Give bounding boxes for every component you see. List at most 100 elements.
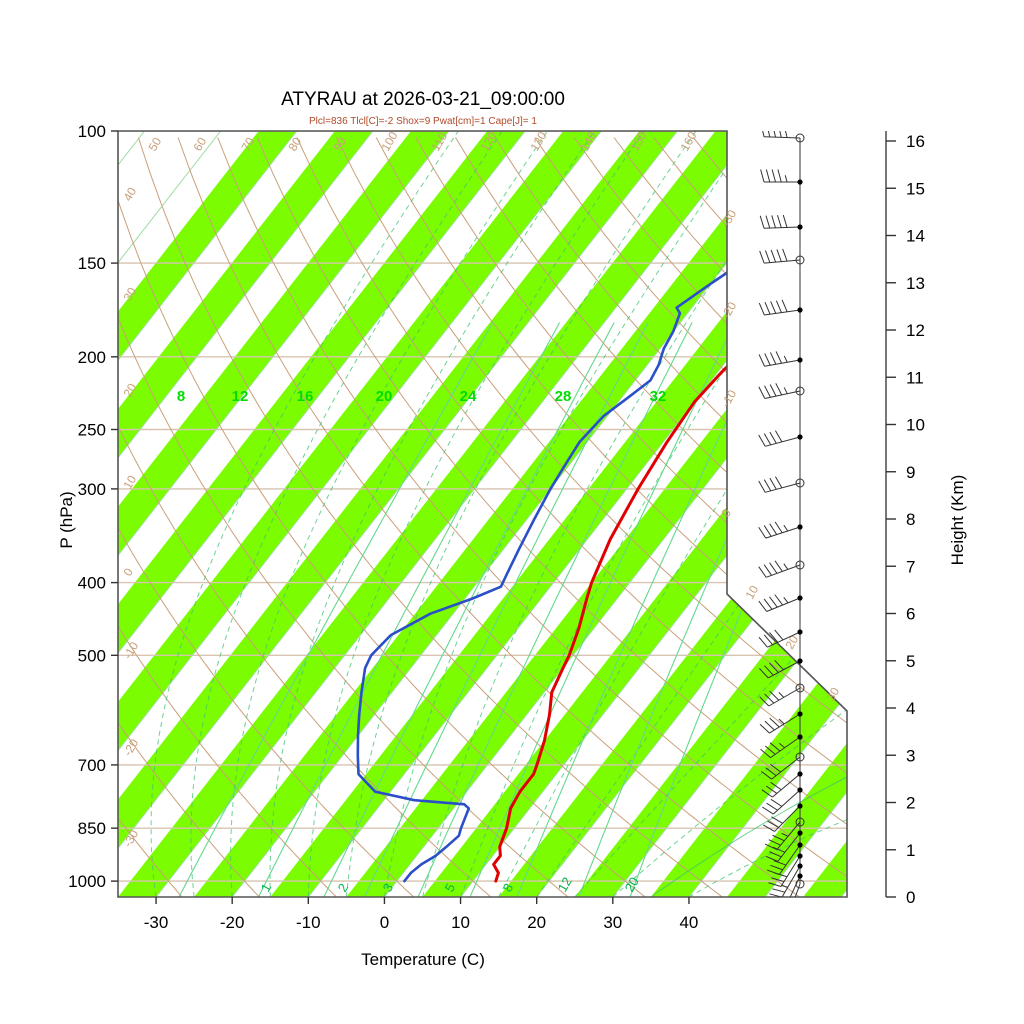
barb-flag: [763, 824, 775, 832]
barb-flag: [771, 877, 785, 883]
barb-marker-dot: [797, 224, 803, 230]
adiabatLabelsRight-label: 10: [742, 583, 761, 602]
isotherm-value-labels: 8 12 16 20 24 28 32: [177, 388, 667, 405]
barb-marker-dot: [797, 434, 803, 440]
isotherm-line: [118, 131, 374, 897]
barb-flag: [769, 893, 783, 897]
barb-marker-dot: [797, 658, 803, 664]
barb-flag: [771, 215, 777, 229]
barb-shaft: [778, 844, 801, 875]
wind-barb: [758, 351, 803, 367]
pressure-tick-label: 1000: [68, 872, 106, 891]
wind-barb: [759, 248, 805, 265]
isotherm-line: [688, 131, 847, 897]
barb-shaft: [777, 832, 801, 862]
barb-flag: [758, 434, 766, 447]
shade-band: [574, 131, 847, 897]
moist-adiabat-line: [230, 131, 548, 897]
barb-marker-dot: [797, 853, 803, 859]
adiabatLabelsLeft-label: 30: [120, 285, 139, 304]
barb-flag: [769, 562, 778, 574]
barb-flag: [765, 785, 778, 794]
temperature-tick-label: 40: [679, 913, 698, 932]
dry-adiabat-line: [118, 137, 569, 897]
barb-flag: [764, 665, 774, 676]
moist-adiabat-line: [307, 131, 645, 897]
barb-shaft: [765, 482, 801, 493]
barb-flag: [770, 763, 782, 773]
barb-flag: [768, 839, 781, 846]
temperature-profile-line: [492, 145, 847, 883]
barb-flag: [777, 169, 782, 183]
barb-flag: [762, 806, 774, 815]
isobar-gridlines: [118, 131, 847, 882]
wind-barb: [761, 771, 803, 798]
barb-flag: [760, 770, 772, 780]
barb-flag: [766, 802, 778, 811]
temperature-tick-label: -10: [296, 913, 321, 932]
barb-shaft: [794, 883, 801, 897]
barb-flag: [769, 851, 782, 858]
height-tick-label: 8: [906, 510, 915, 529]
barb-flag: [775, 351, 783, 364]
page-title: ATYRAU at 2026-03-21_09:00:00: [281, 89, 565, 110]
isoLabels-label: 24: [460, 388, 477, 405]
shade-band: [118, 131, 297, 897]
barb-flag: [763, 634, 773, 646]
wind-barb: [769, 863, 803, 897]
shade-band: [118, 131, 526, 897]
height-tick-label: 12: [906, 321, 925, 340]
barb-flag: [769, 742, 781, 752]
isoLabels-label: 8: [177, 388, 185, 405]
isotherm-line: [118, 131, 602, 897]
temperature-axis-ticks: -30 -20 -10 0 10 20 30 40: [144, 897, 698, 932]
adiabatLabelsRight-label: 20: [782, 633, 801, 652]
barb-flag: [767, 820, 779, 828]
barb-flag: [774, 629, 784, 641]
barb-flag: [758, 636, 768, 648]
dry-adiabat-line: [118, 137, 492, 897]
pressure-axis-ticks: 100 150 200 250 300 400 500 700 850 1000: [68, 122, 118, 891]
barb-flag: [774, 521, 783, 534]
barb-flag: [769, 352, 777, 365]
barb-flag: [780, 884, 788, 888]
barb-flag: [774, 659, 784, 671]
adiabatLabelsLeft-label: 40: [120, 185, 139, 204]
barb-flag: [783, 563, 789, 570]
barb-shaft: [770, 736, 801, 759]
dry-adiabat-line: [118, 137, 183, 897]
barb-flag: [772, 834, 785, 842]
barb-flag: [783, 596, 789, 604]
barb-shaft: [768, 687, 801, 707]
temperature-axis-label: Temperature (C): [361, 950, 485, 969]
barb-flag: [783, 355, 788, 363]
mixing-ratio-line: [363, 322, 649, 897]
wind-barb: [760, 169, 803, 185]
barb-marker-dot: [797, 863, 803, 869]
barb-marker-dot: [797, 357, 803, 363]
barb-flag: [770, 781, 782, 791]
barb-flag: [758, 386, 766, 399]
barb-shaft: [789, 875, 801, 897]
barb-shaft: [772, 773, 801, 798]
barb-flag: [771, 816, 783, 824]
adiabatLabelsTop-label: 60: [190, 135, 209, 154]
barb-flag: [764, 302, 771, 315]
wind-barb: [758, 594, 803, 612]
barb-flag: [781, 832, 789, 837]
height-tick-label: 6: [906, 605, 915, 624]
barb-flag: [778, 742, 785, 749]
dry-adiabat-line: [137, 137, 723, 897]
barb-flag: [758, 566, 767, 578]
height-tick-label: 13: [906, 274, 925, 293]
barb-shaft: [764, 259, 801, 264]
height-tick-label: 9: [906, 463, 915, 482]
wind-barb-column: [758, 131, 805, 897]
height-tick-label: 14: [906, 227, 925, 246]
barb-flag: [765, 169, 771, 183]
barb-flag: [782, 248, 788, 262]
barb-flag: [768, 882, 782, 888]
pressure-tick-label: 850: [78, 819, 106, 838]
dry-adiabat-line: [455, 137, 847, 897]
pressure-tick-label: 200: [78, 348, 106, 367]
